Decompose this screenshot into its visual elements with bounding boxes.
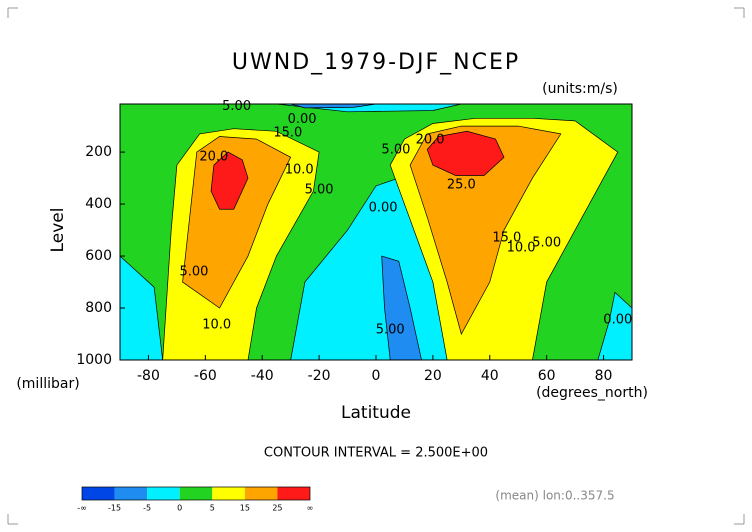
- contour-label: 5.00: [222, 99, 251, 114]
- units: (units:m/s): [542, 81, 618, 97]
- contour-label: 20.0: [199, 150, 228, 165]
- colorbar-swatch: [179, 487, 213, 500]
- contour-region: [210, 151, 249, 210]
- contour-region: [120, 255, 164, 360]
- contour-label: 0.00: [288, 112, 317, 127]
- colorbar-swatch: [212, 487, 245, 500]
- contour-label: 0.00: [603, 312, 632, 327]
- colorbar-label: 15: [240, 504, 250, 513]
- overlay: 5.000.0015.020.010.05.000.005.0020.025.0…: [76, 99, 633, 513]
- contour-region: [182, 136, 292, 309]
- x-tick-label: -60: [194, 368, 217, 384]
- x-tick-label: -40: [251, 368, 274, 384]
- colorbar-label: -15: [108, 504, 121, 513]
- contour-label: 5.00: [376, 323, 405, 338]
- colorbar-label: -∞: [77, 504, 87, 513]
- contour-label: 5.00: [532, 236, 561, 251]
- colorbar-label: -5: [143, 504, 151, 513]
- chart-title: UWND_1979-DJF_NCEP: [232, 50, 520, 75]
- contour-label: 15.0: [273, 126, 302, 141]
- contour-label: 10.0: [202, 317, 231, 332]
- y-tick-label: 1000: [76, 352, 112, 368]
- y-tick-label: 800: [85, 300, 112, 316]
- contour-label: 5.00: [179, 265, 208, 280]
- x-unit: (degrees_north): [536, 385, 648, 401]
- x-tick-label: 20: [424, 368, 442, 384]
- contour-label: 15.0: [492, 231, 521, 246]
- colorbar-label: 5: [210, 504, 215, 513]
- colorbar-label: ∞: [307, 504, 314, 513]
- contour-label: 10.0: [285, 163, 314, 178]
- contour-label: 25.0: [447, 178, 476, 193]
- contour-region: [290, 104, 377, 109]
- x-tick-label: 80: [595, 368, 613, 384]
- plot-area: [120, 104, 632, 360]
- x-tick-label: 40: [481, 368, 499, 384]
- colorbar-swatch: [244, 487, 278, 500]
- contour-label: 5.00: [381, 143, 410, 158]
- footer: (mean) lon:0..357.5: [495, 489, 614, 503]
- x-tick-label: -20: [308, 368, 331, 384]
- y-unit: (millibar): [16, 376, 79, 392]
- y-tick-label: 600: [85, 248, 112, 264]
- contour-label: 20.0: [416, 133, 445, 148]
- colorbar-frame: [81, 486, 311, 501]
- contour-label: 10.0: [507, 240, 536, 255]
- y-tick-label: 200: [85, 144, 112, 160]
- colorbar-swatch: [147, 487, 180, 500]
- colorbar-swatch: [114, 487, 148, 500]
- x-axis-label: Latitude: [341, 403, 411, 423]
- contour-label: 0.00: [369, 200, 398, 215]
- contour-region: [597, 291, 632, 360]
- y-tick-label: 400: [85, 196, 112, 212]
- x-tick-label: 0: [372, 368, 381, 384]
- note: CONTOUR INTERVAL = 2.500E+00: [264, 446, 488, 461]
- y-axis-label: Level: [48, 208, 68, 253]
- x-tick-label: 60: [538, 368, 556, 384]
- colorbar-label: 0: [177, 504, 182, 513]
- contour-label: 5.00: [305, 183, 334, 198]
- colorbar-label: 25: [272, 504, 282, 513]
- contour-region: [381, 255, 422, 360]
- colorbar-swatch: [277, 487, 310, 500]
- colorbar-swatch: [82, 487, 115, 500]
- x-tick-label: -80: [137, 368, 160, 384]
- contour-region: [409, 125, 562, 335]
- crop-marks: [7, 7, 745, 525]
- contour-region: [426, 130, 505, 176]
